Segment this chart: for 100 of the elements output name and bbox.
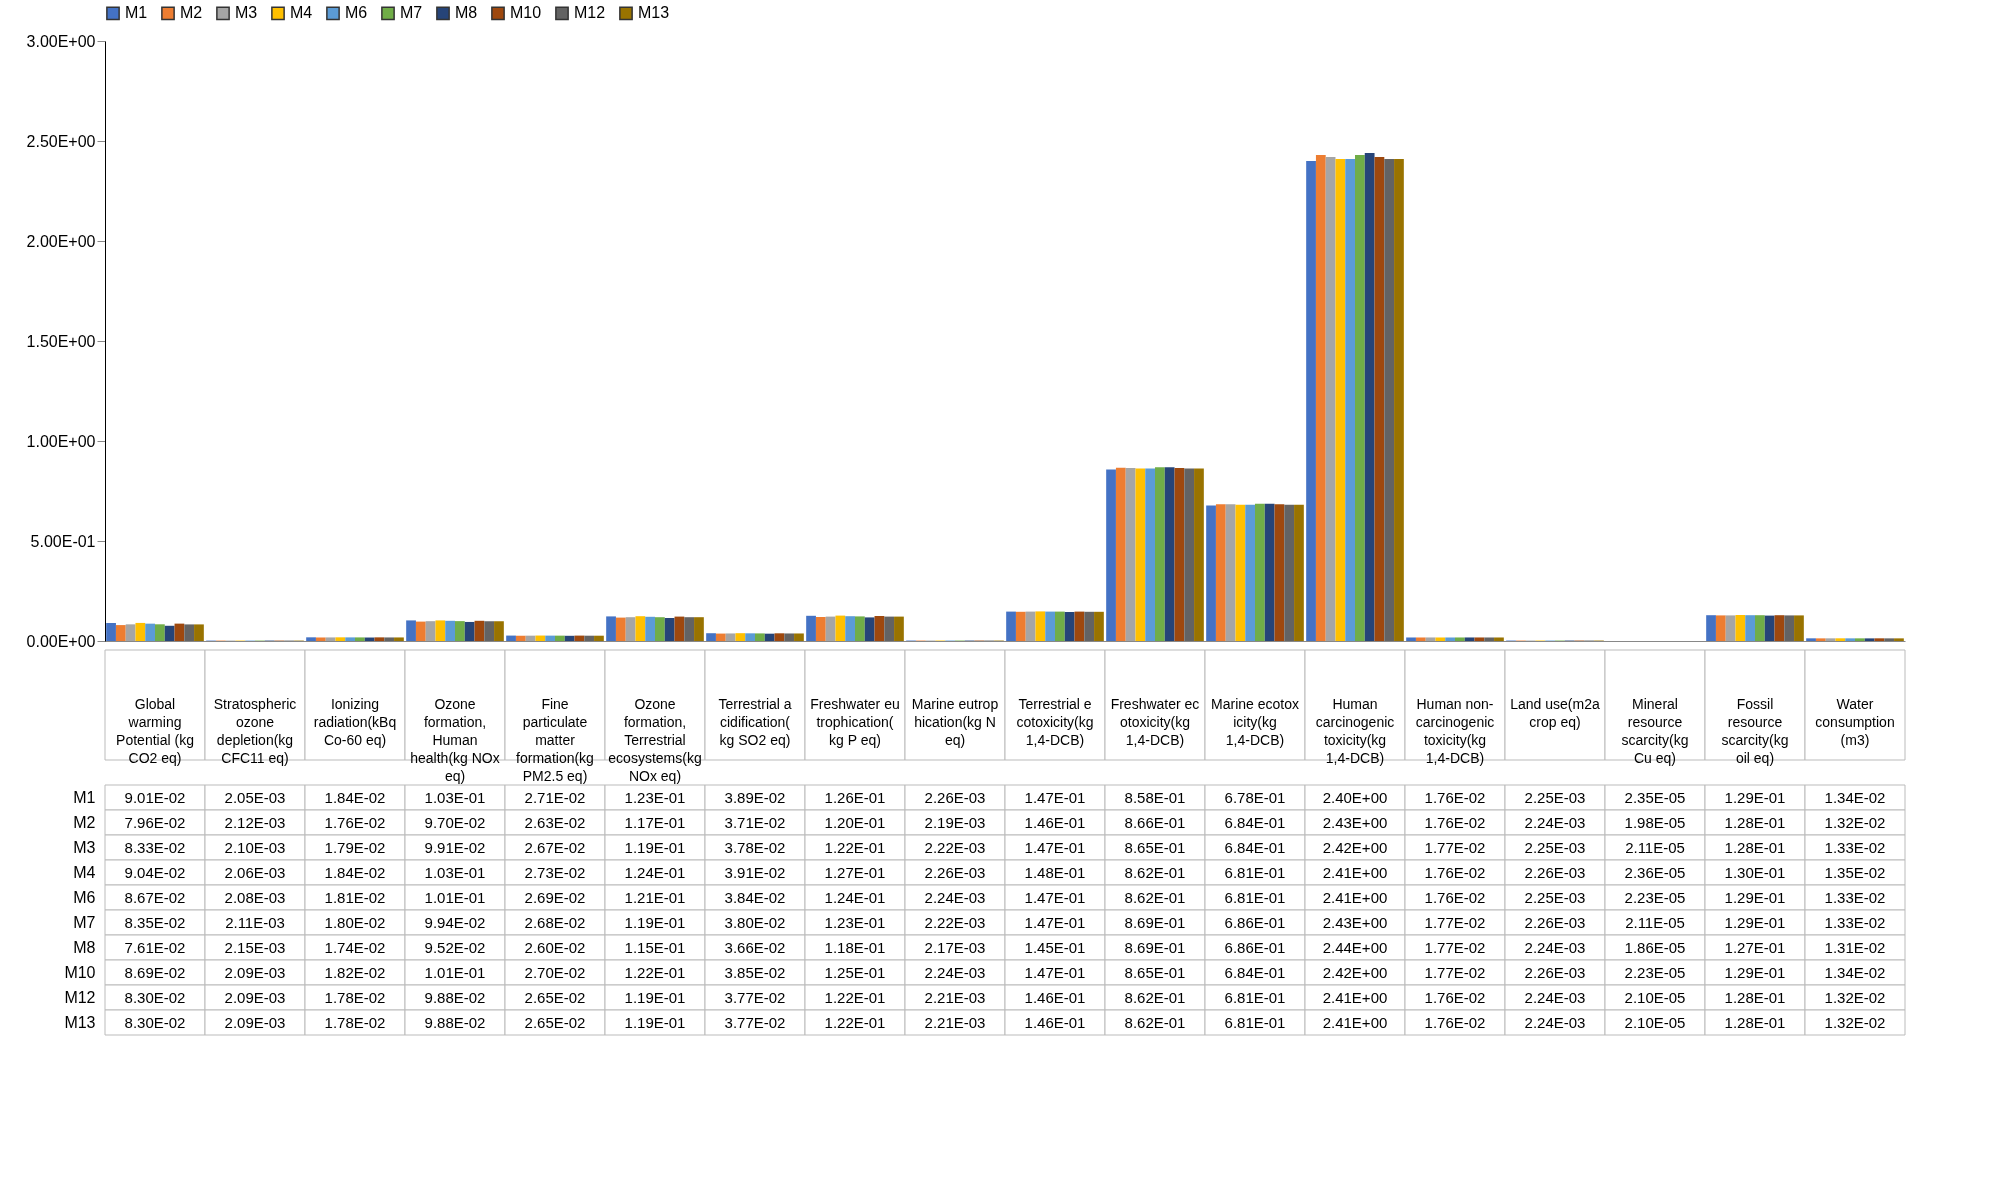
data-label: 2.43E+00 — [1322, 813, 1388, 831]
data-label: 2.26E-03 — [924, 863, 986, 881]
data-label: 9.88E-02 — [424, 988, 486, 1006]
data-label: 1.46E-01 — [1024, 813, 1086, 831]
data-label: 1.23E-01 — [624, 788, 686, 806]
data-label: 6.78E-01 — [1224, 788, 1286, 806]
data-label: 1.82E-02 — [324, 963, 386, 981]
data-label: 3.77E-02 — [724, 1013, 786, 1031]
data-label: 3.77E-02 — [724, 988, 786, 1006]
y-tick-label: 1.00E+00 — [26, 432, 96, 450]
data-label: 8.69E-01 — [1124, 938, 1186, 956]
data-label: 2.40E+00 — [1322, 788, 1388, 806]
data-label: 1.01E-01 — [424, 963, 486, 981]
x-tick-label: Global warming Potential (kg CO2 eq) — [116, 696, 194, 766]
data-label: 2.21E-03 — [924, 988, 986, 1006]
data-label: 1.31E-02 — [1824, 938, 1886, 956]
data-label: 1.27E-01 — [1724, 938, 1786, 956]
data-label: 2.41E+00 — [1322, 863, 1388, 881]
text: M3 — [73, 838, 96, 856]
data-label: 9.94E-02 — [424, 913, 486, 931]
data-label: 8.62E-01 — [1124, 888, 1186, 906]
data-label: 2.24E-03 — [924, 888, 986, 906]
data-label: 1.32E-02 — [1824, 988, 1886, 1006]
data-label: 3.71E-02 — [724, 813, 786, 831]
y-tick-label: 0.00E+00 — [26, 632, 96, 650]
data-label: 2.19E-03 — [924, 813, 986, 831]
data-label: 1.76E-02 — [1424, 813, 1486, 831]
data-label: 1.47E-01 — [1024, 888, 1086, 906]
data-label: 2.11E-05 — [1625, 838, 1685, 856]
x-tick-label: Ionizing radiation(kBq Co-60 eq) — [313, 696, 397, 748]
data-label: 1.17E-01 — [624, 813, 686, 831]
data-label: 8.67E-02 — [124, 888, 186, 906]
text: M7 — [73, 913, 96, 931]
x-tick-label: Water consumption (m3) — [1815, 696, 1895, 748]
data-label: 6.84E-01 — [1224, 963, 1286, 981]
data-label: 1.76E-02 — [1424, 788, 1486, 806]
data-label: 8.62E-01 — [1124, 863, 1186, 881]
data-label: 8.62E-01 — [1124, 988, 1186, 1006]
data-label: 9.04E-02 — [124, 863, 186, 881]
data-label: 2.26E-03 — [1524, 913, 1586, 931]
data-label: 1.22E-01 — [824, 1013, 886, 1031]
data-label: 9.52E-02 — [424, 938, 486, 956]
data-label: 1.47E-01 — [1024, 963, 1086, 981]
data-label: 2.11E-03 — [225, 913, 285, 931]
data-label: 1.29E-01 — [1724, 963, 1786, 981]
data-label: 2.42E+00 — [1322, 838, 1388, 856]
data-label: 2.71E-02 — [524, 788, 586, 806]
data-label: 2.63E-02 — [524, 813, 586, 831]
x-tick-label: Marine ecotoxicity(kg 1,4-DCB) — [1211, 696, 1299, 748]
x-tick-label: Ozone formation, Terrestrial ecosystems(kg NOx eq) — [608, 696, 702, 784]
data-label: 1.15E-01 — [624, 938, 686, 956]
data-label: 8.35E-02 — [124, 913, 186, 931]
legend-label: M7 — [400, 4, 423, 22]
data-label: 2.26E-03 — [1524, 963, 1586, 981]
data-label: 1.48E-01 — [1024, 863, 1086, 881]
legend-label: M3 — [235, 4, 258, 22]
x-tick-label: Mineral resource scarcity(kg Cu eq) — [1621, 696, 1689, 766]
x-tick-label: Freshwater ecotoxicity(kg 1,4-DCB) — [1110, 696, 1200, 748]
data-label: 2.24E-03 — [924, 963, 986, 981]
data-label: 9.01E-02 — [124, 788, 186, 806]
data-label: 2.36E-05 — [1624, 863, 1686, 881]
data-label: 2.70E-02 — [524, 963, 586, 981]
data-label: 1.47E-01 — [1024, 838, 1086, 856]
data-label: 1.84E-02 — [324, 788, 386, 806]
data-label: 1.28E-01 — [1724, 838, 1786, 856]
text: M8 — [73, 938, 96, 956]
text: M12 — [64, 988, 96, 1006]
data-label: 1.46E-01 — [1024, 988, 1086, 1006]
data-label: 2.41E+00 — [1322, 988, 1388, 1006]
data-label: 1.01E-01 — [424, 888, 486, 906]
data-label: 2.25E-03 — [1524, 838, 1586, 856]
data-label: 8.65E-01 — [1124, 838, 1186, 856]
data-label: 6.81E-01 — [1224, 863, 1286, 881]
data-label: 2.10E-05 — [1624, 1013, 1686, 1031]
data-label: 1.29E-01 — [1724, 788, 1786, 806]
x-tick-label: Freshwater eutrophication(kg P eq) — [810, 696, 900, 748]
data-label: 2.10E-05 — [1624, 988, 1686, 1006]
data-label: 1.26E-01 — [824, 788, 886, 806]
data-label: 3.84E-02 — [724, 888, 786, 906]
data-label: 1.28E-01 — [1724, 1013, 1786, 1031]
data-label: 1.03E-01 — [424, 863, 486, 881]
data-label: 1.24E-01 — [624, 863, 686, 881]
data-label: 2.25E-03 — [1524, 788, 1586, 806]
data-label: 1.76E-02 — [1424, 863, 1486, 881]
legend-label: M12 — [574, 4, 606, 22]
data-label: 1.18E-01 — [824, 938, 886, 956]
data-label: 2.65E-02 — [524, 1013, 586, 1031]
y-tick-label: 2.50E+00 — [26, 132, 96, 150]
data-label: 1.19E-01 — [624, 1013, 686, 1031]
data-label: 6.84E-01 — [1224, 813, 1286, 831]
data-label: 2.09E-03 — [224, 963, 286, 981]
legend-label: M4 — [290, 4, 313, 22]
data-label: 2.21E-03 — [924, 1013, 986, 1031]
y-tick-label: 5.00E-01 — [30, 532, 96, 550]
data-label: 7.96E-02 — [124, 813, 186, 831]
legend-label: M6 — [345, 4, 368, 22]
y-tick-label: 1.50E+00 — [26, 332, 96, 350]
x-tick-label: Human carcinogenic toxicity(kg 1,4-DCB) — [1315, 696, 1395, 766]
data-label: 2.10E-03 — [224, 838, 286, 856]
data-label: 8.66E-01 — [1124, 813, 1186, 831]
